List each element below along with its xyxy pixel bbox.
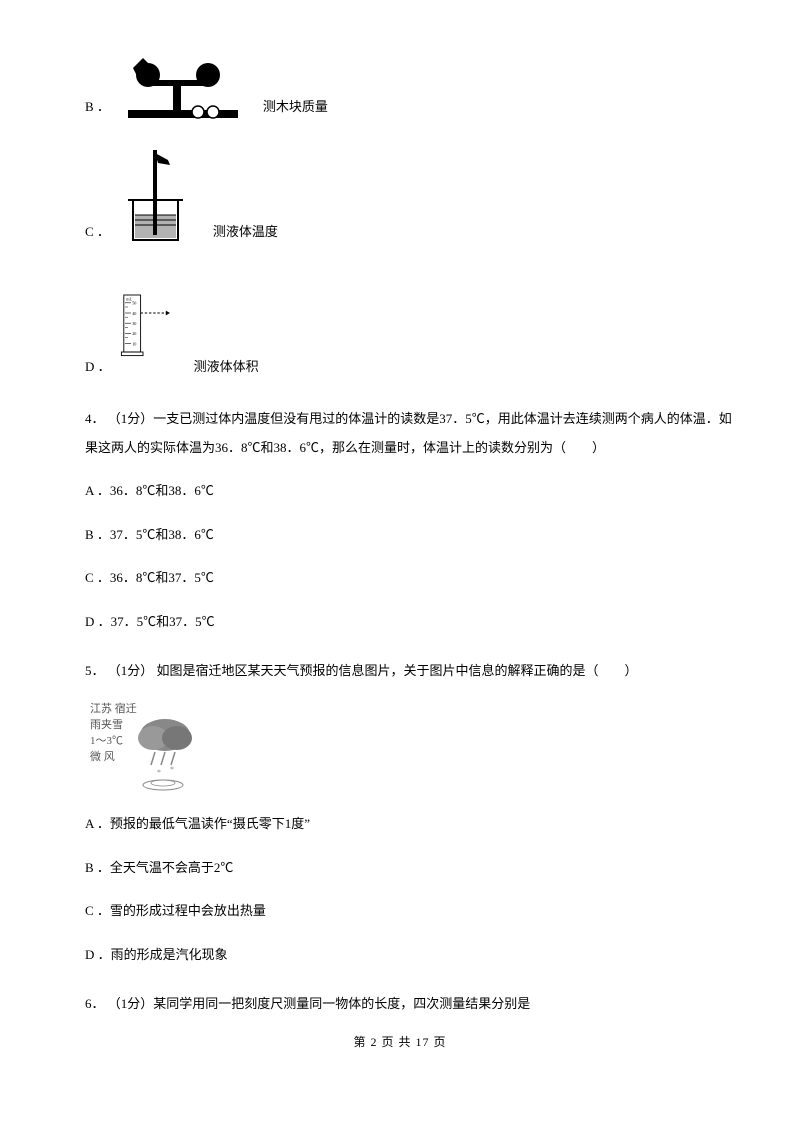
option-b-label: B ． — [85, 96, 110, 120]
svg-text:*: * — [170, 765, 174, 774]
balance-scale-icon — [118, 50, 248, 120]
option-b-text: 测木块质量 — [263, 96, 328, 120]
option-c-row: C ． 测液体温度 — [85, 145, 740, 245]
q5-option-b: B ．全天气温不会高于2℃ — [85, 854, 740, 883]
svg-text:40: 40 — [132, 311, 136, 316]
question-4-stem: 4． （1分）一支已测过体内温度但没有甩过的体温计的读数是37．5℃，用此体温计… — [85, 405, 740, 462]
page-footer: 第 2 页 共 17 页 — [60, 1033, 740, 1050]
weather-temp: 1～3℃ — [90, 735, 123, 747]
svg-text:mL: mL — [126, 296, 132, 301]
q4-option-a: A ．36．8℃和38．6℃ — [85, 477, 740, 506]
q5-option-a: A ．预报的最低气温读作“摄氏零下1度” — [85, 810, 740, 839]
q4-option-d: D ．37．5℃和37．5℃ — [85, 608, 740, 637]
option-d-row: D ． mL 50 40 30 20 10 测液体体积 — [85, 270, 740, 380]
q5-option-c: C ．雪的形成过程中会放出热量 — [85, 897, 740, 926]
svg-text:10: 10 — [132, 341, 136, 346]
question-5-stem: 5． （1分） 如图是宿迁地区某天天气预报的信息图片，关于图片中信息的解释正确的… — [85, 657, 740, 686]
svg-text:50: 50 — [132, 301, 136, 306]
option-d-text: 测液体体积 — [194, 356, 259, 380]
q5-option-d: D ．雨的形成是汽化现象 — [85, 941, 740, 970]
svg-text:*: * — [157, 768, 161, 777]
option-d-label: D ． — [85, 356, 111, 380]
weather-location: 江苏 宿迁 — [90, 701, 137, 715]
weather-wind: 微 风 — [90, 749, 115, 763]
question-6-stem: 6． （1分）某同学用同一把刻度尺测量同一物体的长度，四次测量结果分别是 — [85, 990, 740, 1019]
graduated-cylinder-icon: mL 50 40 30 20 10 — [119, 270, 179, 380]
svg-text:20: 20 — [132, 331, 136, 336]
svg-text:30: 30 — [132, 321, 136, 326]
weather-forecast-image: 江苏 宿迁 雨夹雪 1～3℃ 微 风 * * — [85, 700, 205, 795]
q4-option-c: C ．36．8℃和37．5℃ — [85, 564, 740, 593]
q4-option-b: B ．37．5℃和38．6℃ — [85, 521, 740, 550]
option-b-row: B ． 测木块质量 — [85, 50, 740, 120]
option-c-label: C ． — [85, 221, 110, 245]
weather-condition: 雨夹雪 — [90, 718, 123, 731]
option-c-text: 测液体温度 — [213, 221, 278, 245]
thermometer-beaker-icon — [118, 145, 198, 245]
